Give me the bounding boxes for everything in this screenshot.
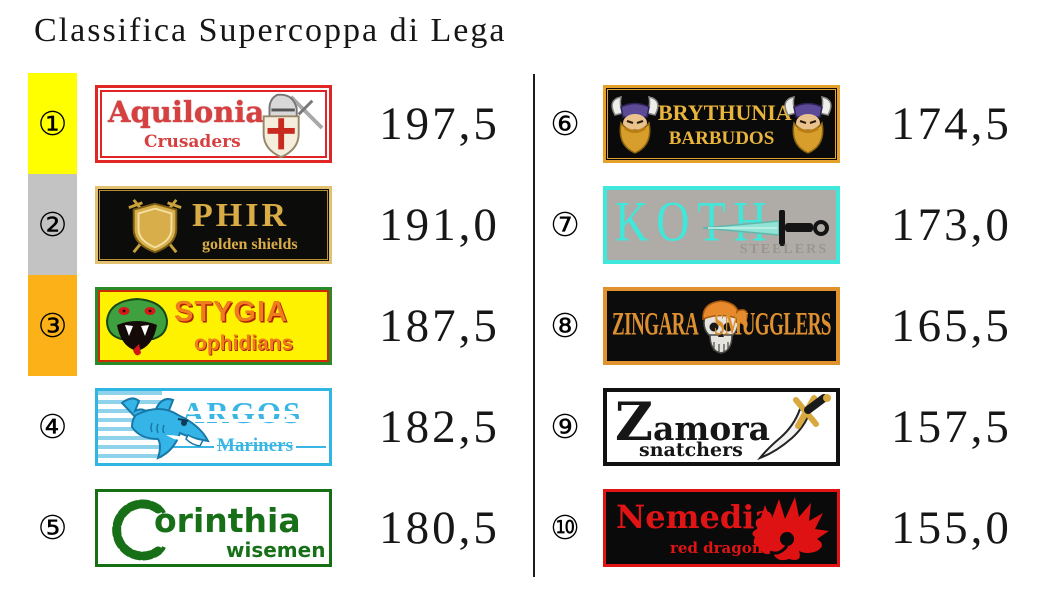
rank-badge-bronze: ③ <box>28 275 77 376</box>
rank-number-3: ③ <box>37 306 68 345</box>
rank-number-7: ⑦ <box>550 205 580 244</box>
rank-badge-plain: ⑤ <box>28 477 77 578</box>
stygia-ophidians-logo: STYGIA ophidians <box>95 286 332 365</box>
aquilonia-crusaders-logo: Aquilonia Crusaders <box>95 84 332 163</box>
team-score: 155,0 <box>891 501 1012 554</box>
rank-badge-plain: ⑩ <box>545 477 585 578</box>
page-title: Classifica Supercoppa di Lega <box>34 12 507 49</box>
rank-number-6: ⑥ <box>550 104 580 143</box>
sword-icon <box>703 209 829 246</box>
team-name: Zamora <box>615 391 771 453</box>
crusader-knight-icon <box>262 93 324 158</box>
team-score: 174,5 <box>891 97 1012 150</box>
team-score: 182,5 <box>379 400 500 453</box>
team-nickname: wisemen <box>226 537 326 562</box>
skull-bandana-icon <box>701 299 748 354</box>
team-score: 173,0 <box>891 198 1012 251</box>
team-nickname: red dragons <box>670 538 772 557</box>
rank-badge-plain: ⑨ <box>545 376 585 477</box>
rank-number-4: ④ <box>37 407 68 446</box>
standings-column-right: ⑥ BRYTHUNIA BARBUDOS <box>535 73 1049 578</box>
rank-number-10: ⑩ <box>550 508 580 547</box>
viking-head-icon <box>784 95 832 154</box>
team-name: KOTH <box>615 188 775 253</box>
team-name: BRYTHUNIA <box>658 99 792 125</box>
rank-badge-plain: ⑥ <box>545 73 585 174</box>
argos-mariners-logo: ARGOS Mariners <box>95 387 332 466</box>
standings-row-10: ⑩ Nemedia red dragons 155,0 <box>535 477 1049 578</box>
red-dragon-icon <box>752 496 829 560</box>
team-score: 191,0 <box>379 198 500 251</box>
rank-number-9: ⑨ <box>550 407 580 446</box>
team-name: orinthia <box>154 500 301 540</box>
standings-row-8: ⑧ ZINGARA SMUGGLERS 165,5 <box>535 275 1049 376</box>
snake-head-icon <box>105 297 169 355</box>
team-score: 180,5 <box>379 501 500 554</box>
zingara-smugglers-logo: ZINGARA SMUGGLERS <box>603 286 840 365</box>
rank-number-8: ⑧ <box>550 306 580 345</box>
team-score: 187,5 <box>379 299 500 352</box>
standings-row-2: ② PHIR golden shields 191,0 <box>0 174 533 275</box>
nemedia-red-dragons-logo: Nemedia red dragons <box>603 488 840 567</box>
team-name: PHIR <box>192 196 289 234</box>
zamora-snatchers-logo: Zamora snatchers <box>603 387 840 466</box>
team-nickname: snatchers <box>639 438 743 461</box>
standings-column-left: ① Aquilonia Crusaders 197,5 ② <box>0 73 533 578</box>
rank-number-2: ② <box>37 205 68 244</box>
team-name: ZINGARA <box>612 306 699 343</box>
viking-head-icon <box>611 95 659 154</box>
team-name: Nemedia <box>616 497 776 536</box>
corinthia-wisemen-logo: orinthia wisemen <box>95 488 332 567</box>
team-name: STYGIA <box>174 295 288 328</box>
standings-row-7: ⑦ KOTH steelers 173,0 <box>535 174 1049 275</box>
standings-row-3: ③ STYGIA ophidians 187,5 <box>0 275 533 376</box>
golden-shield-swords-icon <box>128 198 182 253</box>
team-nickname: steelers <box>739 241 828 257</box>
rank-badge-plain: ⑦ <box>545 174 585 275</box>
team-nickname: golden shields <box>202 235 298 253</box>
rank-number-5: ⑤ <box>37 508 68 547</box>
standings-row-9: ⑨ Zamora snatchers 157,5 <box>535 376 1049 477</box>
column-divider <box>533 74 535 577</box>
team-nickname: Mariners <box>214 434 296 457</box>
phir-golden-shields-logo: PHIR golden shields <box>95 185 332 264</box>
team-name: Aquilonia <box>108 94 265 129</box>
rank-badge-plain: ⑧ <box>545 275 585 376</box>
standings-row-6: ⑥ BRYTHUNIA BARBUDOS <box>535 73 1049 174</box>
decor-line <box>182 410 326 414</box>
team-nickname: ophidians <box>194 331 294 355</box>
shark-icon <box>120 396 210 460</box>
team-score: 157,5 <box>891 400 1012 453</box>
standings-row-5: ⑤ orinthia wisemen 180,5 <box>0 477 533 578</box>
brythunia-barbudos-logo: BRYTHUNIA BARBUDOS <box>603 84 840 163</box>
rank-badge-plain: ④ <box>28 376 77 477</box>
laurel-wreath-icon <box>112 499 166 560</box>
curved-dagger-icon <box>756 393 831 460</box>
team-score: 197,5 <box>379 97 500 150</box>
standings-row-1: ① Aquilonia Crusaders 197,5 <box>0 73 533 174</box>
rank-number-1: ① <box>37 104 68 143</box>
rank-badge-gold: ① <box>28 73 77 174</box>
team-score: 165,5 <box>891 299 1012 352</box>
rank-badge-silver: ② <box>28 174 77 275</box>
standings-row-4: ④ ARGOS Mariners <box>0 376 533 477</box>
koth-logo: KOTH steelers <box>603 185 840 264</box>
team-nickname: SMUGGLERS <box>714 306 831 343</box>
team-nickname: Crusaders <box>144 131 241 152</box>
decor-line <box>182 418 326 422</box>
team-nickname: BARBUDOS <box>668 127 775 149</box>
